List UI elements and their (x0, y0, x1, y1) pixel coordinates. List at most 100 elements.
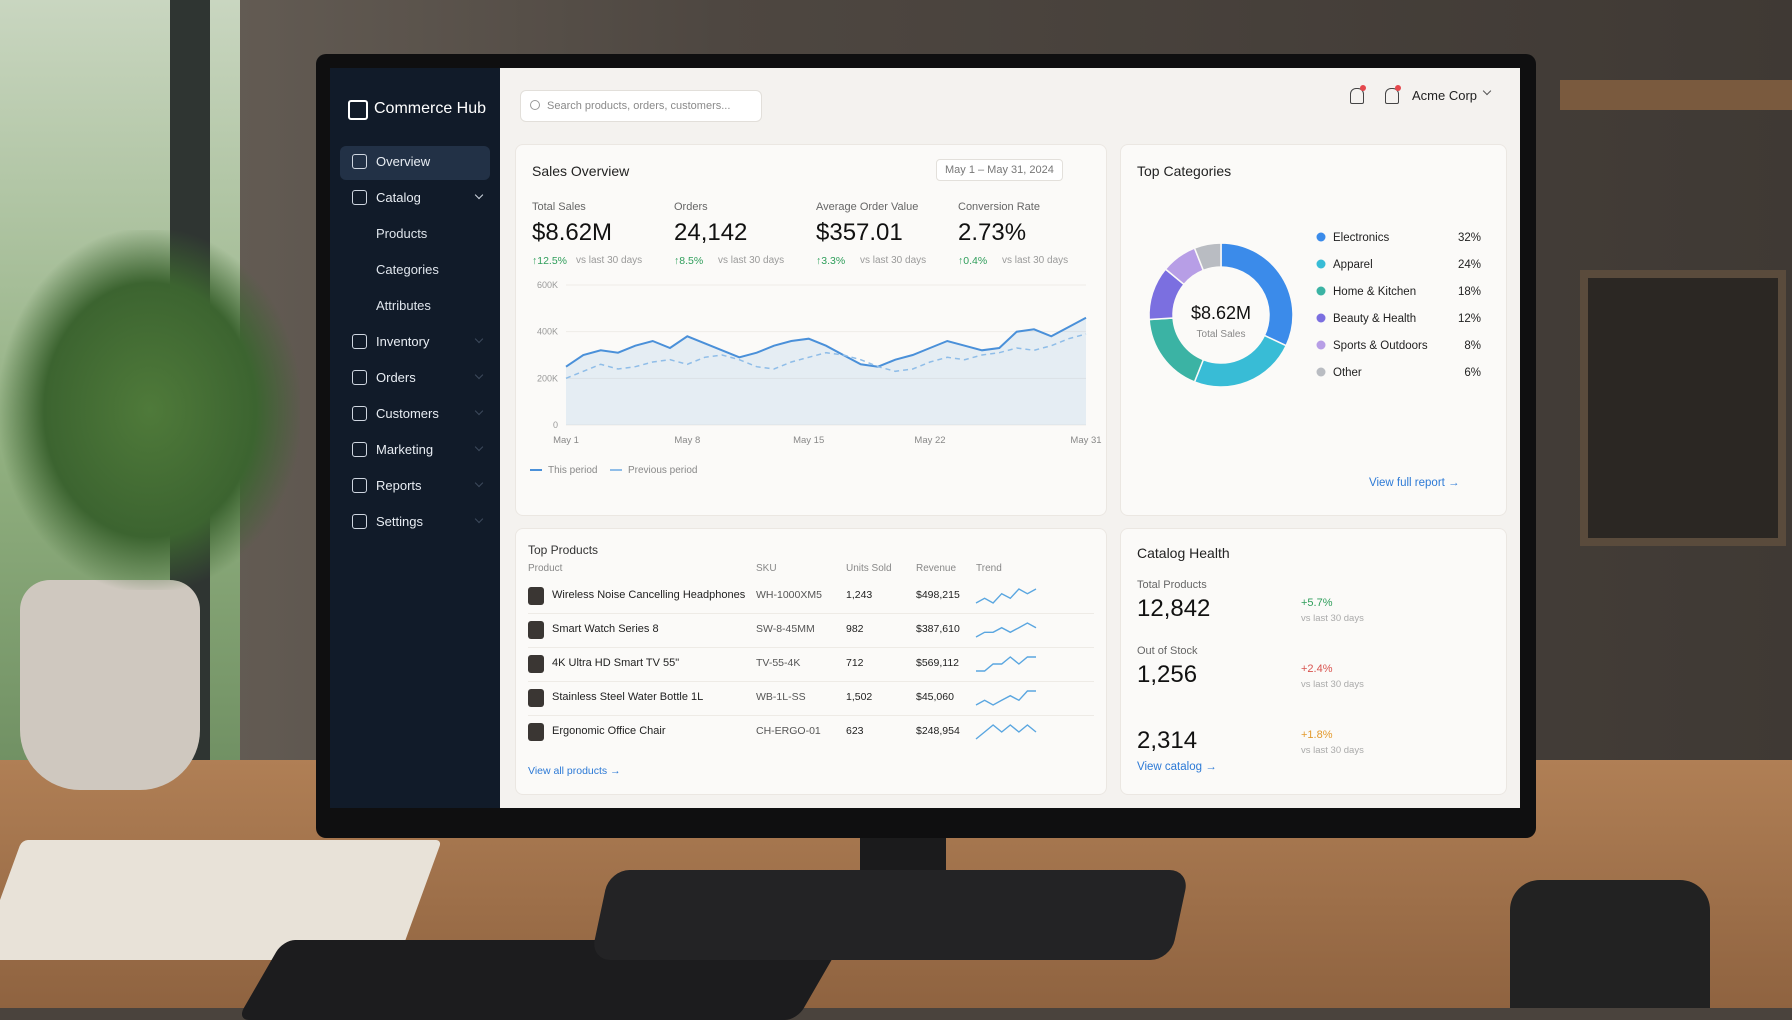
column-header: Product (528, 563, 563, 574)
y-tick-label: 0 (553, 420, 558, 430)
legend-label: Home & Kitchen (1333, 286, 1416, 298)
bell-icon (1350, 88, 1364, 104)
top-categories-card: Top Categories $8.62M Total Sales Electroni… (1120, 144, 1507, 516)
kpi-note: vs last 30 days (718, 255, 785, 266)
area (566, 317, 1086, 425)
y-tick-label: 200K (537, 373, 558, 383)
sparkline-line (976, 656, 1036, 672)
nav-icon (352, 514, 367, 529)
column-header: Revenue (916, 563, 957, 574)
kpi-value: $8.62M (532, 219, 613, 246)
donut-segment (1148, 317, 1205, 383)
sku: WH-1000XM5 (756, 589, 822, 601)
revenue: $569,112 (916, 657, 960, 669)
product-name[interactable]: 4K Ultra HD Smart TV 55" (552, 657, 680, 669)
revenue: $387,610 (916, 623, 960, 635)
nav-item[interactable]: Overview (376, 154, 431, 169)
account-name[interactable]: Acme Corp (1412, 88, 1478, 103)
kpi-note: vs last 30 days (1002, 255, 1069, 266)
card-title: Catalog Health (1137, 545, 1230, 561)
revenue: $248,954 (916, 725, 960, 737)
row-divider (528, 681, 1094, 682)
kpi-note: vs last 30 days (860, 255, 927, 266)
metric-label: Total Products (1137, 579, 1207, 591)
chevron (474, 334, 484, 344)
kpi-value: $357.01 (816, 219, 903, 246)
search-box: Search products, orders, customers... (520, 90, 762, 122)
chevron (474, 370, 484, 380)
picture-frame (1580, 270, 1786, 546)
nav-subitem[interactable]: Categories (376, 262, 439, 277)
sparkline (975, 724, 1037, 740)
screen: Commerce Hub Overview Catalog Products Categ… (330, 68, 1520, 808)
search-placeholder[interactable]: Search products, orders, customers... (547, 100, 731, 112)
nav-subitem[interactable]: Products (376, 226, 428, 241)
nav-item[interactable]: Settings (376, 514, 423, 529)
sparkline (975, 588, 1037, 604)
metric-value: 12,842 (1137, 595, 1211, 622)
product-name[interactable]: Wireless Noise Cancelling Headphones (552, 589, 746, 601)
legend-dot (1316, 259, 1326, 269)
product-thumb (528, 587, 544, 605)
legend-label: This period (548, 465, 597, 476)
chevron (474, 514, 484, 524)
legend-label: Beauty & Health (1333, 313, 1416, 325)
catalog-health-card: Catalog Health Total Products 12,842 +5.7% v… (1120, 528, 1507, 795)
sparkline-line (975, 588, 1037, 604)
sidebar: Commerce Hub Overview Catalog Products Categ… (330, 68, 500, 808)
notification-dot (1395, 85, 1401, 91)
sparkline-line (975, 724, 1037, 740)
nav-item[interactable]: Inventory (376, 334, 430, 349)
revenue: $45,060 (916, 691, 954, 703)
data-label: 6% (1464, 367, 1481, 379)
x-tick-label: May 15 (793, 435, 824, 446)
date-range[interactable]: May 1 – May 31, 2024 (936, 159, 1063, 181)
product-thumb (528, 621, 544, 639)
product-name[interactable]: Smart Watch Series 8 (552, 623, 659, 635)
legend-label: Previous period (628, 465, 697, 476)
link[interactable]: View full report → (1369, 477, 1460, 489)
units-sold: 1,502 (846, 691, 873, 703)
nav-item[interactable]: Reports (376, 478, 422, 493)
metric-note: vs last 30 days (1301, 613, 1364, 624)
nav-item[interactable]: Marketing (376, 442, 434, 457)
card-title: Top Categories (1137, 163, 1232, 179)
kpi-change: ↑12.5% (532, 255, 568, 267)
metric-value: 1,256 (1137, 661, 1198, 688)
link[interactable]: View catalog → (1137, 761, 1217, 773)
sku: SW-8-45MM (756, 623, 815, 635)
kpi-value: 24,142 (674, 219, 748, 246)
sales-line-chart: 0 200K 400K 600K May 1 May 8 May 15 May 22 May 3… (530, 280, 1102, 476)
row-divider (528, 613, 1094, 614)
search-icon (530, 100, 540, 110)
x-tick-label: May 22 (914, 435, 945, 446)
nav-subitem[interactable]: Attributes (376, 298, 431, 313)
data-label: 8% (1464, 340, 1481, 352)
metric-change: +2.4% (1301, 663, 1333, 675)
data-label: 12% (1458, 313, 1481, 325)
row-divider (528, 647, 1094, 648)
nav-item[interactable]: Catalog (376, 190, 421, 205)
donut-chart: $8.62M Total Sales Electronics 32% Apparel 24… (1148, 232, 1481, 388)
product-thumb (528, 655, 544, 673)
nav-item[interactable]: Customers (376, 406, 439, 421)
kpi-change: ↑0.4% (958, 255, 988, 267)
monitor-stand-base (590, 870, 1190, 960)
sku: TV-55-4K (756, 657, 801, 669)
link[interactable]: View all products → (528, 765, 621, 777)
nav-icon (352, 154, 367, 169)
bell-icon (1385, 88, 1399, 104)
metric-label: Out of Stock (1137, 645, 1198, 657)
row-divider (528, 715, 1094, 716)
donut-segment (1193, 334, 1288, 388)
nav-item[interactable]: Orders (376, 370, 416, 385)
kpi-note: vs last 30 days (576, 255, 643, 266)
product-name[interactable]: Ergonomic Office Chair (552, 725, 666, 737)
legend-label: Apparel (1333, 259, 1373, 271)
card-title: Top Products (528, 543, 599, 557)
metric-value: 2,314 (1137, 727, 1198, 754)
revenue: $498,215 (916, 589, 960, 601)
units-sold: 1,243 (846, 589, 873, 601)
kpi-value: 2.73% (958, 219, 1027, 246)
product-name[interactable]: Stainless Steel Water Bottle 1L (552, 691, 704, 703)
